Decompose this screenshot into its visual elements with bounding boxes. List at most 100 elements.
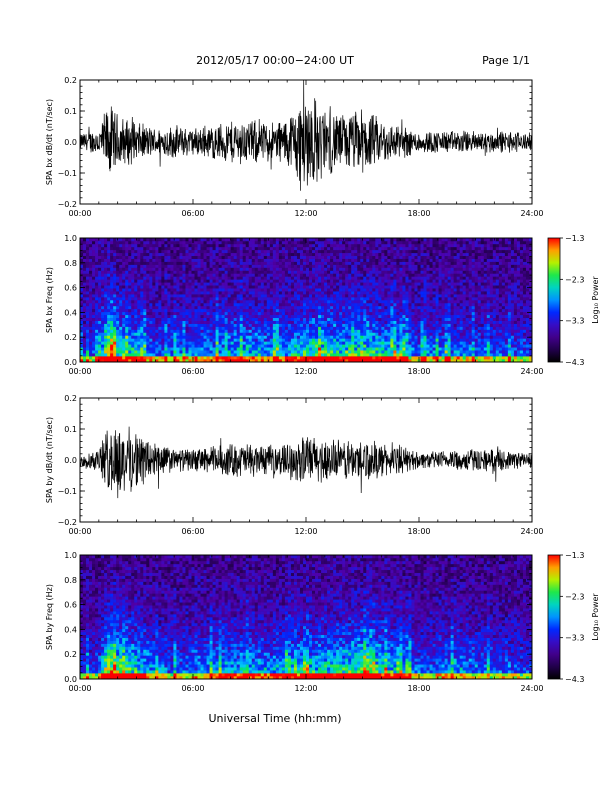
spectrogram-cell (266, 323, 271, 327)
spectrogram-cell (167, 258, 171, 262)
spectrogram-cell (269, 252, 274, 257)
spectrogram-cell (161, 240, 165, 245)
spectrogram-cell (375, 249, 379, 254)
spectrogram-cell (110, 329, 114, 333)
spectrogram-cell (302, 350, 307, 354)
spectrogram-cell (131, 291, 135, 295)
spectrogram-cell (179, 323, 183, 327)
spectrogram-cell (191, 270, 195, 274)
spectrogram-cell (116, 329, 120, 333)
spectrogram-cell (417, 347, 421, 351)
spectrogram-cell (167, 314, 171, 319)
spectrogram-cell (375, 311, 379, 316)
spectrogram-cell (209, 261, 213, 265)
spectrogram-cell (363, 276, 367, 280)
spectrogram-cell (366, 279, 370, 283)
spectrogram-cell (269, 344, 274, 348)
spectrogram-cell (122, 294, 126, 298)
spectrogram-cell (161, 243, 165, 248)
spectrogram-cell (212, 255, 216, 259)
spectrogram-cell (417, 350, 421, 354)
spectrogram-cell (408, 270, 412, 274)
spectrogram-cell (146, 317, 150, 321)
spectrogram-cell (333, 305, 337, 310)
spectrogram-cell (312, 297, 316, 301)
spectrogram-cell (95, 329, 99, 333)
spectrogram-cell (161, 359, 165, 362)
spectrogram-cell (330, 350, 334, 354)
spectrogram-cell (408, 359, 412, 362)
spectrogram-cell (414, 311, 418, 316)
spectrogram-cell (269, 249, 274, 254)
spectrogram-cell (242, 255, 247, 259)
spectrogram-cell (83, 246, 87, 251)
spectrogram-cell (275, 238, 280, 242)
spectrogram-cell (345, 249, 349, 254)
spectrogram-cell (239, 347, 244, 351)
spectrogram-cell (197, 267, 201, 271)
spectrogram-cell (146, 249, 150, 254)
spectrogram-cell (293, 288, 298, 292)
spectrogram-cell (236, 285, 241, 289)
spectrogram-cell (104, 255, 108, 259)
spectrogram-cell (321, 261, 325, 265)
spectrogram-cell (269, 300, 274, 304)
spectrogram-cell (393, 288, 397, 292)
spectrogram-cell (306, 341, 310, 345)
spectrogram-cell (375, 288, 379, 292)
spectrogram-cell (122, 329, 126, 333)
spectrogram-cell (197, 297, 201, 301)
spectrogram-cell (417, 302, 421, 307)
spectrogram-cell (402, 279, 406, 283)
spectrogram-cell (212, 350, 216, 354)
spectrogram-cell (266, 249, 271, 254)
spectrogram-cell (360, 308, 364, 313)
spectrogram-cell (272, 273, 277, 277)
spectrogram-cell (212, 347, 216, 351)
spectrogram-cell (366, 359, 370, 362)
spectrogram-cell (287, 323, 292, 327)
spectrogram-cell (197, 300, 201, 304)
spectrogram-cell (315, 294, 319, 298)
spectrogram-cell (137, 323, 141, 327)
spectrogram-cell (321, 288, 325, 292)
spectrogram-cell (384, 246, 388, 251)
spectrogram-cell (336, 341, 340, 345)
spectrogram-cell (266, 264, 271, 268)
spectrogram-cell (197, 282, 201, 286)
spectrogram-cell (360, 288, 364, 292)
spectrogram-cell (242, 317, 247, 321)
spectrogram-cell (414, 261, 418, 265)
spectrogram-cell (227, 243, 231, 248)
spectrogram-cell (236, 267, 241, 271)
spectrogram-cell (215, 338, 219, 342)
spectrogram-cell (104, 285, 108, 289)
spectrogram-cell (360, 305, 364, 310)
spectrogram-cell (86, 341, 90, 345)
spectrogram-cell (396, 338, 400, 342)
spectrogram-cell (351, 273, 355, 277)
spectrogram-cell (351, 285, 355, 289)
spectrogram-cell (248, 300, 253, 304)
spectrogram-cell (140, 311, 144, 316)
spectrogram-cell (254, 326, 259, 330)
spectrogram-cell (414, 243, 418, 248)
spectrogram-cell (263, 308, 268, 313)
spectrogram-cell (140, 332, 144, 336)
spectrogram-cell (357, 282, 361, 286)
spectrogram-cell (327, 285, 331, 289)
spectrogram-cell (170, 305, 174, 310)
spectrogram-cell (140, 252, 144, 257)
spectrogram-cell (345, 246, 349, 251)
spectrogram-cell (296, 329, 301, 333)
spectrogram-cell (414, 332, 418, 336)
spectrogram-cell (191, 258, 195, 262)
spectrogram-cell (110, 285, 114, 289)
spectrogram-cell (134, 320, 138, 324)
spectrogram-cell (104, 329, 108, 333)
spectrogram-cell (360, 276, 364, 280)
spectrogram-cell (408, 338, 412, 342)
spectrogram-cell (257, 291, 262, 295)
spectrogram-cell (390, 359, 394, 362)
spectrogram-cell (278, 273, 283, 277)
